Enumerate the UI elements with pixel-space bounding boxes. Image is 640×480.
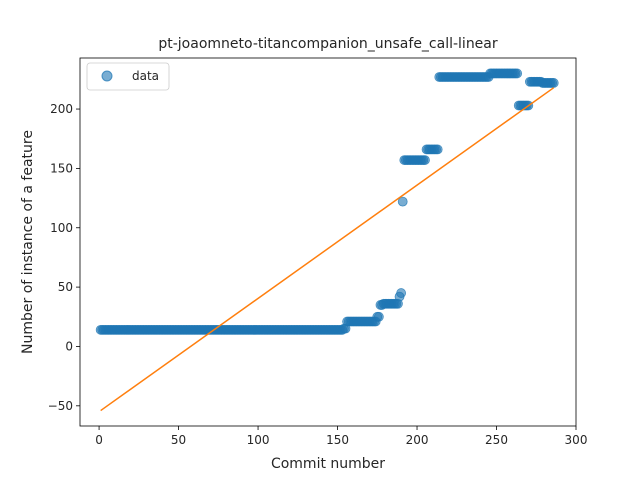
x-axis-label: Commit number xyxy=(271,456,385,472)
legend-marker xyxy=(101,70,113,82)
data-point xyxy=(396,288,407,298)
x-tick-label: 150 xyxy=(326,433,349,447)
plot-frame xyxy=(79,57,577,427)
y-tick-label: 200 xyxy=(50,102,73,116)
x-tick-label: 250 xyxy=(485,433,508,447)
y-tick-label: −50 xyxy=(48,399,73,413)
data-point xyxy=(397,196,408,207)
chart-title: pt-joaomneto-titancompanion_unsafe_call-… xyxy=(158,36,498,52)
y-tick-label: 150 xyxy=(50,161,73,175)
x-tick-label: 50 xyxy=(171,433,186,447)
x-tick-label: 100 xyxy=(247,433,270,447)
y-axis: −50 0 50 100 150 200 xyxy=(48,102,80,413)
data-point xyxy=(420,155,430,165)
x-axis: 0 50 100 150 200 250 300 xyxy=(95,426,587,447)
x-tick-label: 300 xyxy=(565,433,588,447)
data-point xyxy=(432,144,443,155)
y-tick-label: 50 xyxy=(58,280,73,294)
plot-area xyxy=(95,68,559,412)
y-tick-label: 0 xyxy=(65,339,73,353)
x-tick-label: 200 xyxy=(406,433,429,447)
data-point xyxy=(548,78,559,88)
data-point xyxy=(512,68,523,79)
data-points xyxy=(95,68,559,335)
y-axis-label: Number of instance of a feature xyxy=(20,130,36,354)
x-tick-label: 0 xyxy=(95,433,103,447)
legend: data xyxy=(86,62,170,91)
data-point xyxy=(373,311,384,322)
legend-entry-data: data xyxy=(132,69,159,83)
legend-box xyxy=(86,62,170,91)
fit-line xyxy=(100,87,555,412)
fit-line-layer xyxy=(100,87,555,412)
y-tick-label: 100 xyxy=(50,221,73,235)
